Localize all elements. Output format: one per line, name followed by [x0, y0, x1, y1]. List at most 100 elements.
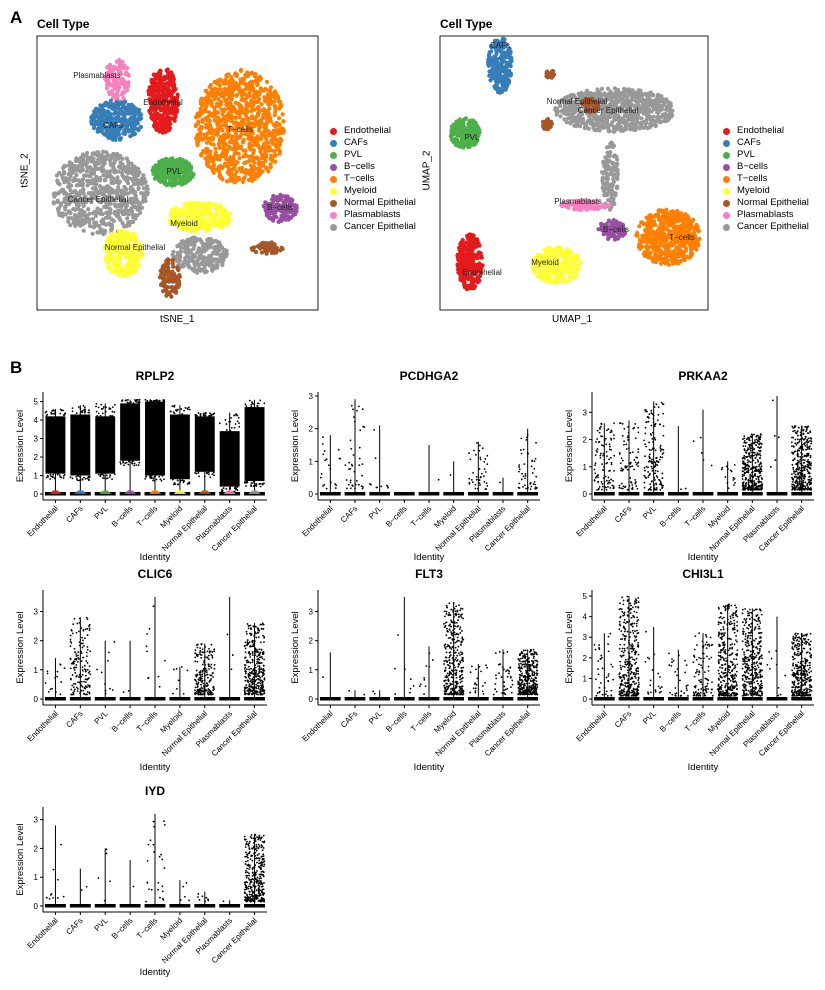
point-cafs: [116, 112, 121, 117]
point-cancer-epithelial: [191, 266, 196, 271]
panel-label-a: A: [10, 8, 23, 27]
point-t-cells: [273, 137, 279, 142]
tsne-xlabel: tSNE_1: [160, 314, 195, 325]
point-t-cells: [254, 114, 259, 119]
point-cancer-epithelial: [613, 117, 618, 122]
point-cafs: [108, 98, 113, 103]
point-cafs: [127, 128, 132, 133]
point-cancer-epithelial: [205, 259, 210, 264]
point-cancer-epithelial: [134, 196, 139, 202]
point-cancer-epithelial: [139, 177, 144, 183]
point-cancer-epithelial: [120, 156, 125, 161]
point-endothelial: [150, 91, 156, 97]
point-t-cells: [277, 106, 282, 111]
point-myeloid: [204, 220, 209, 225]
point-cancer-epithelial: [668, 104, 674, 109]
point-myeloid: [116, 264, 121, 269]
point-t-cells: [269, 94, 274, 99]
point-cancer-epithelial: [220, 262, 225, 268]
point-cancer-epithelial: [592, 127, 597, 132]
point-t-cells: [200, 119, 205, 124]
point-cancer-epithelial: [124, 156, 129, 161]
point-cancer-epithelial: [90, 231, 95, 236]
point-cancer-epithelial: [183, 259, 188, 264]
legend-item: PVL: [330, 149, 416, 161]
point-cancer-epithelial: [135, 182, 141, 187]
legend-swatch: [723, 175, 730, 183]
point-t-cells: [275, 128, 280, 133]
point-t-cells: [224, 142, 229, 147]
point-cancer-epithelial: [215, 263, 220, 268]
point-endothelial: [150, 84, 155, 89]
point-cancer-epithelial: [92, 196, 97, 201]
point-myeloid: [198, 210, 203, 215]
point-pvl: [180, 157, 185, 163]
tsne-title: Cell Type: [37, 17, 90, 31]
point-cancer-epithelial: [96, 199, 101, 204]
point-cancer-epithelial: [612, 154, 617, 159]
point-cancer-epithelial: [605, 173, 610, 179]
point-cancer-epithelial: [595, 123, 600, 128]
point-cancer-epithelial: [610, 161, 615, 166]
tsne-legend: Endothelial CAFs PVL B−cells T−cells Myeloid N…: [330, 125, 416, 233]
point-endothelial: [162, 129, 167, 134]
point-endothelial: [153, 117, 158, 122]
cluster-label: Cancer Epithelial: [68, 195, 129, 204]
point-myeloid: [188, 213, 193, 218]
point-cancer-epithelial: [112, 202, 118, 207]
point-t-cells: [217, 103, 222, 108]
point-t-cells: [271, 148, 276, 154]
legend-swatch: [330, 199, 337, 207]
point-cancer-epithelial: [126, 191, 131, 196]
point-t-cells: [239, 91, 244, 96]
point-t-cells: [234, 169, 239, 174]
point-t-cells: [214, 153, 219, 158]
point-cancer-epithelial: [628, 127, 633, 132]
point-cancer-epithelial: [202, 266, 207, 271]
point-plasmablasts: [108, 62, 113, 67]
point-cancer-epithelial: [611, 177, 616, 182]
point-t-cells: [236, 175, 241, 180]
point-t-cells: [232, 145, 237, 150]
point-cancer-epithelial: [81, 203, 86, 208]
point-cancer-epithelial: [88, 223, 93, 229]
point-t-cells: [208, 82, 214, 87]
point-cancer-epithelial: [207, 263, 212, 268]
point-myeloid: [131, 231, 136, 236]
legend-item: Plasmablasts: [723, 209, 809, 221]
point-t-cells: [240, 109, 246, 114]
point-t-cells: [267, 106, 272, 111]
legend-label: Cancer Epithelial: [737, 221, 809, 232]
legend-label: PVL: [737, 149, 755, 160]
point-plasmablasts: [107, 91, 112, 96]
point-cancer-epithelial: [572, 110, 578, 115]
point-cancer-epithelial: [644, 112, 649, 117]
point-t-cells: [228, 162, 233, 167]
point-cafs: [501, 65, 507, 70]
umap-legend: Endothelial CAFs PVL B−cells T−cells Myeloid N…: [723, 125, 809, 233]
point-t-cells: [238, 135, 243, 140]
point-cancer-epithelial: [129, 161, 134, 166]
point-t-cells: [230, 93, 235, 98]
point-cancer-epithelial: [119, 162, 124, 167]
point-cancer-epithelial: [139, 191, 144, 196]
point-endothelial: [167, 73, 172, 78]
point-cancer-epithelial: [136, 186, 141, 191]
point-t-cells: [199, 126, 204, 131]
point-cancer-epithelial: [648, 121, 653, 126]
point-endothelial: [146, 92, 151, 97]
point-cancer-epithelial: [200, 255, 205, 260]
point-cancer-epithelial: [81, 228, 86, 233]
point-cafs: [112, 129, 117, 134]
point-cancer-epithelial: [614, 186, 620, 191]
point-cancer-epithelial: [600, 175, 606, 180]
legend-label: Plasmablasts: [737, 209, 794, 220]
point-cancer-epithelial: [623, 87, 628, 92]
point-cancer-epithelial: [596, 115, 601, 120]
point-myeloid: [206, 214, 212, 219]
point-cancer-epithelial: [103, 215, 109, 220]
point-t-cells: [209, 103, 214, 108]
point-t-cells: [228, 115, 233, 120]
point-cancer-epithelial: [627, 92, 632, 97]
point-t-cells: [242, 160, 247, 166]
